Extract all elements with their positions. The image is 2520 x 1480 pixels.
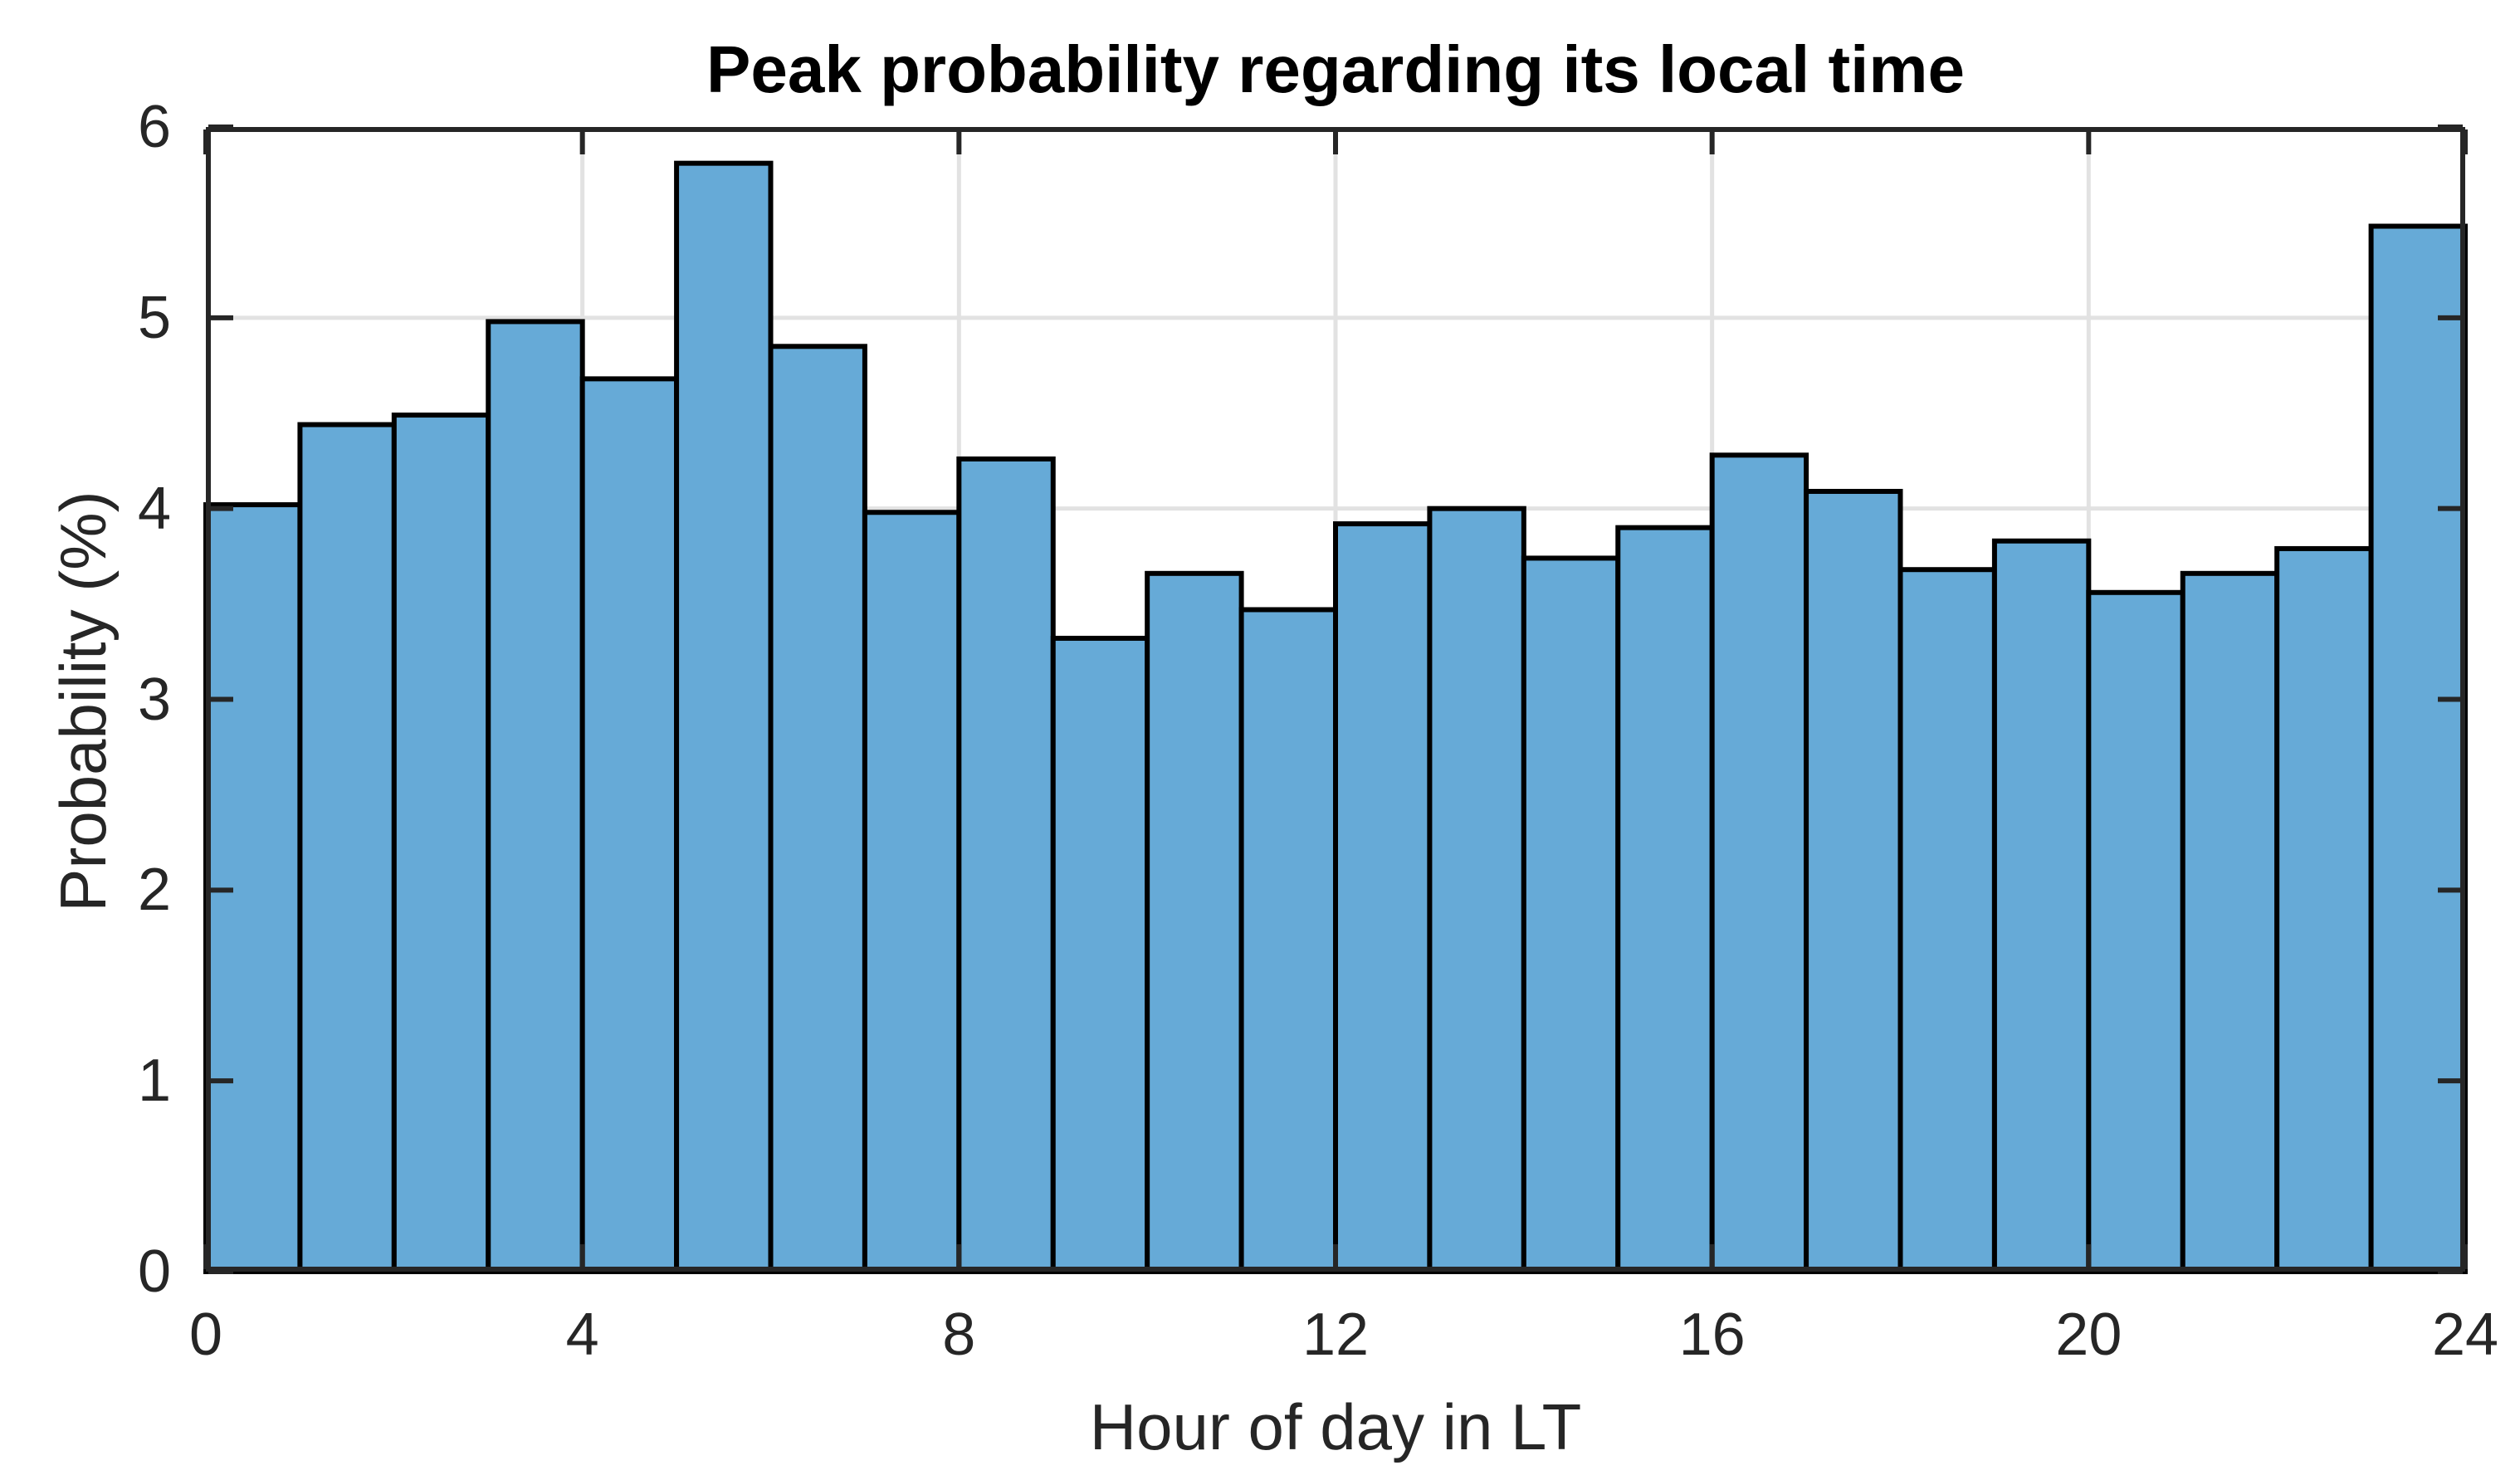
y-tick-label: 2 [137,857,171,924]
histogram-bar [1709,452,1809,1274]
histogram-bar [1991,538,2092,1274]
histogram-bar [297,422,397,1275]
histogram-bar [1050,635,1150,1274]
histogram-bar [1521,555,1621,1274]
histogram-bar [579,376,680,1274]
y-tick-label: 1 [137,1048,171,1115]
x-tick-label: 8 [942,1302,976,1368]
histogram-plot [203,125,2468,1275]
histogram-bar [862,510,962,1275]
x-tick-label: 0 [188,1302,223,1368]
x-tick-label: 12 [1302,1302,1370,1368]
y-tick-label: 4 [137,475,171,542]
x-tick-label: 20 [2055,1302,2122,1368]
histogram-bar [1897,567,1997,1274]
histogram-bar [2274,545,2374,1275]
histogram-bar [956,456,1056,1275]
histogram-bar [674,160,774,1274]
x-axis-label: Hour of day in LT [1089,1390,1582,1463]
y-tick-label: 3 [137,666,171,733]
chart-title: Peak probability regarding its local tim… [706,32,1965,106]
histogram-bar [1145,570,1244,1274]
y-tick-label: 6 [137,94,171,160]
y-tick-label: 5 [137,284,171,351]
y-tick-label: 0 [137,1238,171,1305]
histogram-bar [1427,506,1526,1274]
histogram-bar [768,344,867,1274]
histogram-bar [1333,521,1433,1274]
x-tick-label: 4 [565,1302,599,1368]
histogram-bar [1615,525,1715,1274]
x-tick-label: 24 [2431,1302,2499,1368]
histogram-bar [391,413,491,1274]
axis-box [206,127,2465,1272]
histogram-bar [2180,570,2280,1274]
plot-area [203,125,2468,1275]
histogram-bar [2086,589,2185,1274]
histogram-bar [1238,607,1339,1274]
x-tick-label: 16 [1678,1302,1746,1368]
histogram-bar [486,319,585,1274]
histogram-bar [1804,488,1903,1274]
histogram-bar [2368,223,2468,1275]
